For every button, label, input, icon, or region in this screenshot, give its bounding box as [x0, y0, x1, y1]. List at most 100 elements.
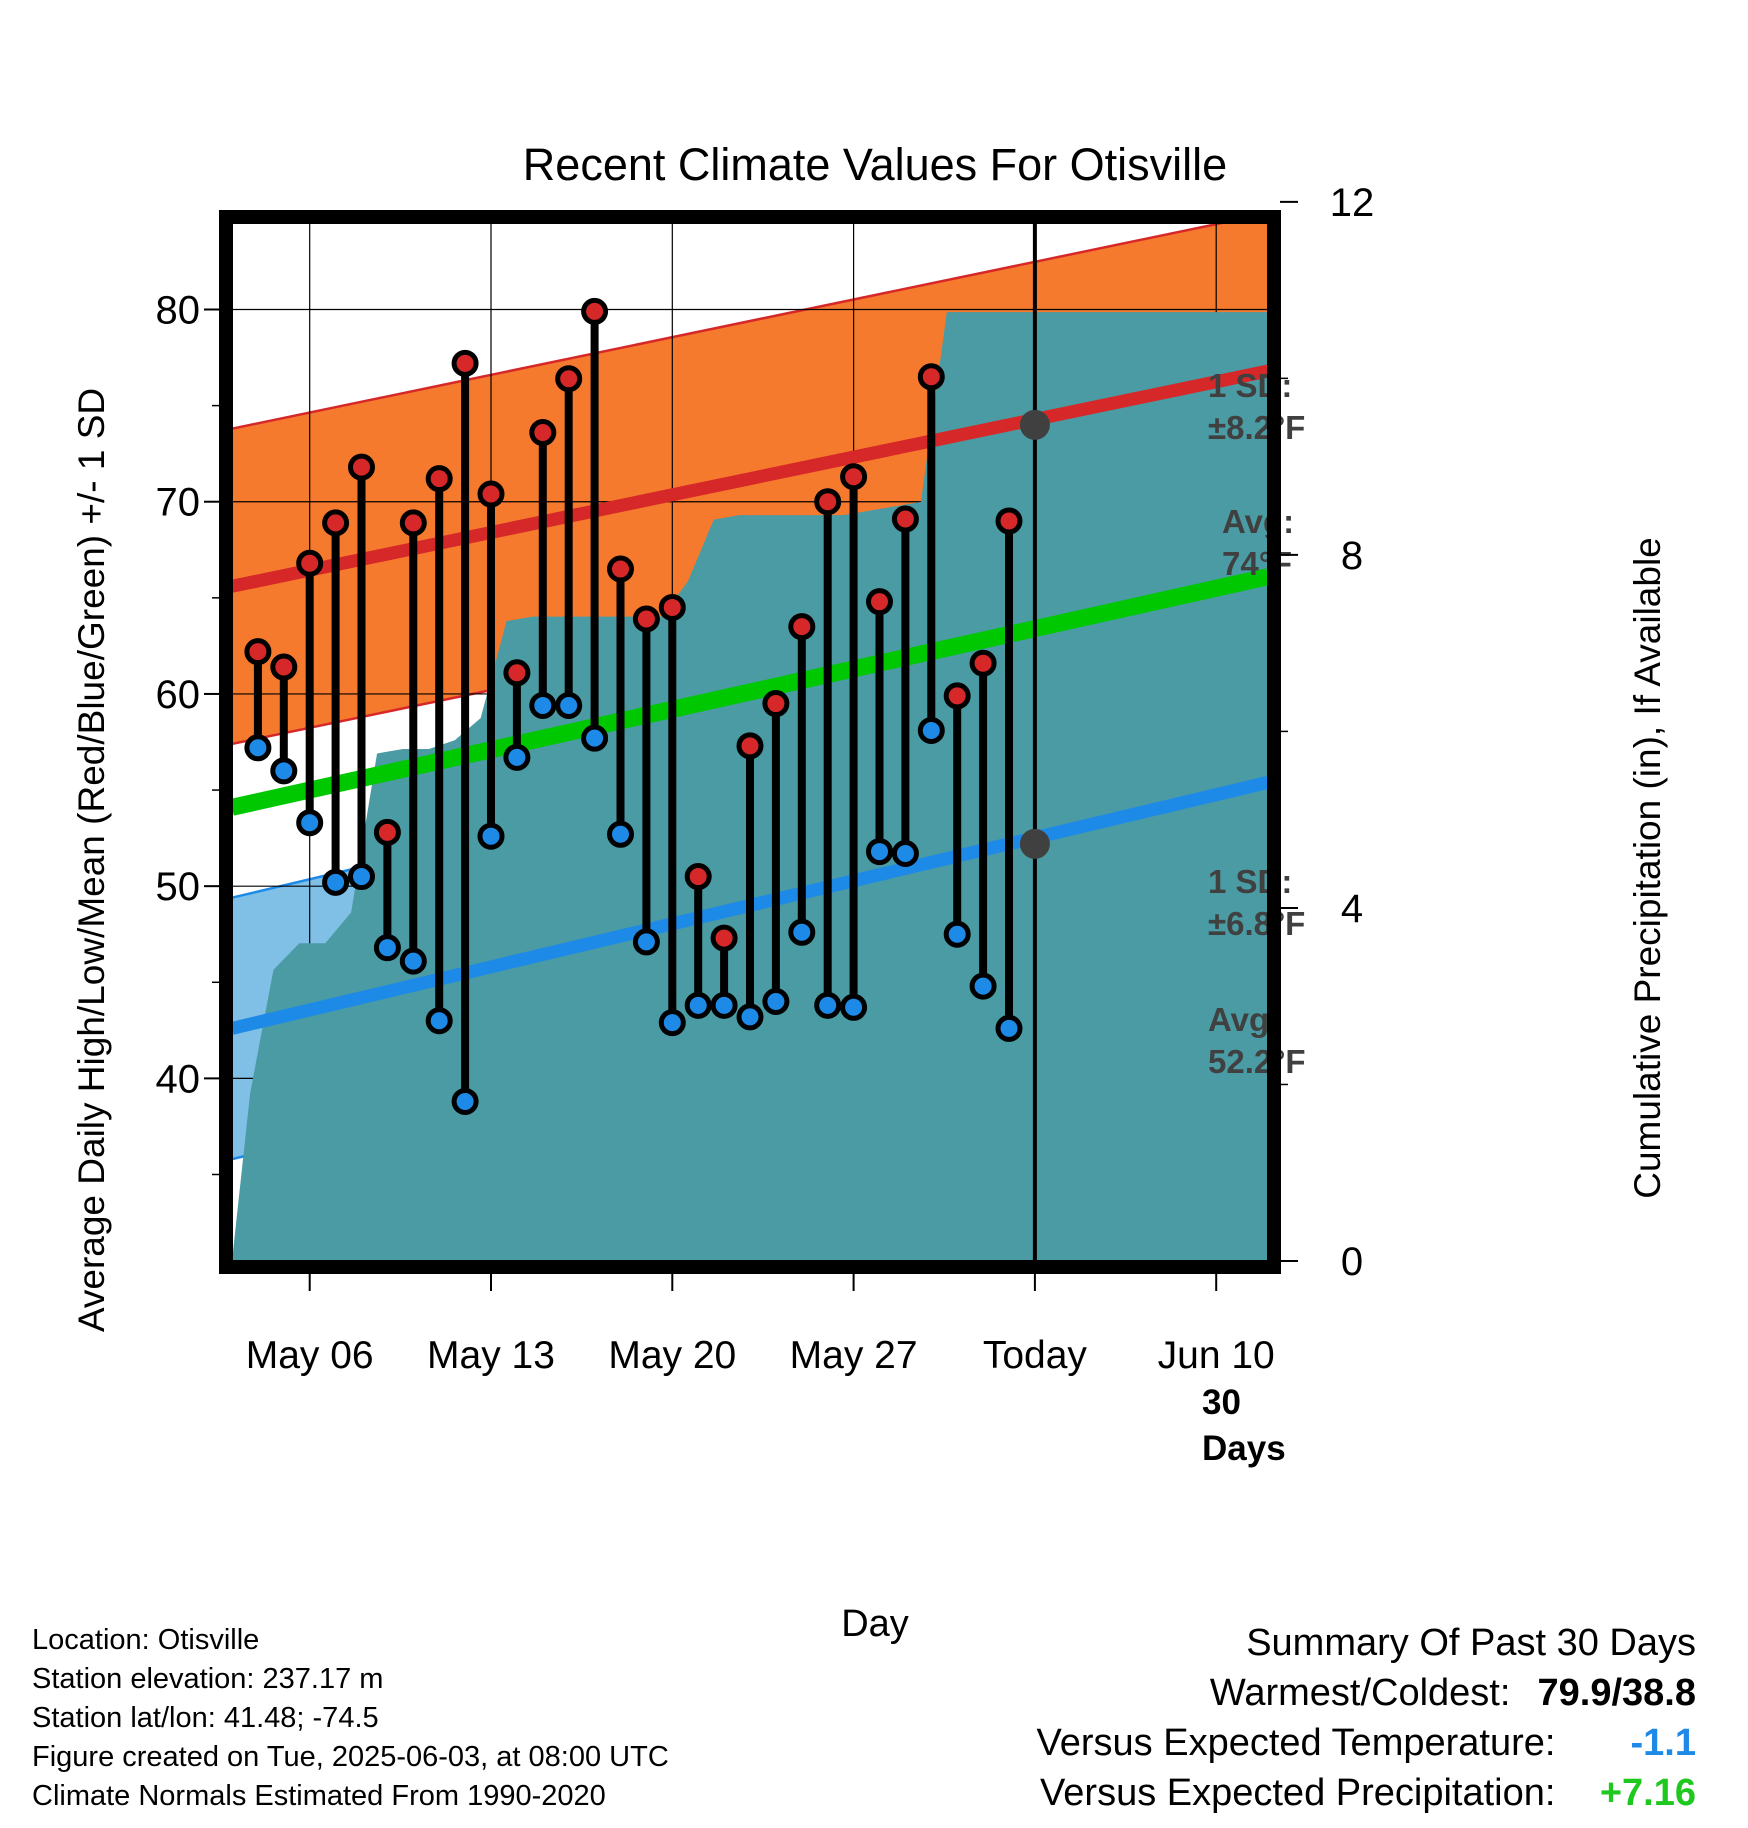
temp-value: -1.1 [1630, 1722, 1696, 1764]
x-tick-label: Jun 10 [1158, 1334, 1275, 1377]
daily-low-point [399, 947, 427, 975]
x-axis-label: Day [841, 1603, 909, 1645]
chart-title: Recent Climate Values For Otisville [523, 139, 1227, 190]
daily-low-point [736, 1003, 764, 1031]
daily-low-point [581, 724, 609, 752]
warm-cold-label: Warmest/Coldest: [1209, 1672, 1511, 1714]
daily-high-point [581, 297, 609, 325]
y-axis-label: Average Daily High/Low/Mean (Red/Blue/Gr… [71, 388, 112, 1332]
elevation-text: Station elevation: 237.17 m [32, 1663, 384, 1695]
x-tick-label: May 06 [246, 1334, 374, 1377]
y-tick-label: 40 [156, 1057, 201, 1101]
x-tick-label: May 20 [608, 1334, 736, 1377]
summary-heading: Summary Of Past 30 Days [1246, 1622, 1696, 1664]
daily-low-point [503, 743, 531, 771]
daily-high-point [373, 818, 401, 846]
daily-high-point [684, 863, 712, 891]
daily-high-point [969, 649, 997, 677]
daily-high-point [451, 349, 479, 377]
summary-warm-cold: Warmest/Coldest: 79.9/38.8 [1037, 1668, 1696, 1718]
daily-low-point [995, 1014, 1023, 1042]
daily-high-point [710, 924, 738, 952]
x-tick-label: May 13 [427, 1334, 555, 1377]
y2-tick-label: 8 [1341, 534, 1363, 578]
daily-high-point [270, 653, 298, 681]
temp-label: Versus Expected Temperature: [1036, 1722, 1556, 1764]
daily-low-point [451, 1087, 479, 1115]
daily-low-point [969, 972, 997, 1000]
daily-high-point [425, 465, 453, 493]
summary-panel: Summary Of Past 30 Days Warmest/Coldest:… [1037, 1618, 1696, 1818]
summary-temp: Versus Expected Temperature: -1.1 [1037, 1718, 1696, 1768]
daily-low-point [891, 839, 919, 867]
daily-low-point [762, 988, 790, 1015]
daily-low-point [943, 920, 971, 948]
daily-high-point [995, 507, 1023, 535]
precip-label: Versus Expected Precipitation: [1040, 1772, 1556, 1814]
latlon-text: Station lat/lon: 41.48; -74.5 [32, 1702, 379, 1734]
daily-high-point [762, 690, 790, 718]
y-tick-label: 50 [156, 865, 201, 909]
precip-value: +7.16 [1599, 1772, 1696, 1814]
y2-tick-label: 0 [1341, 1240, 1363, 1284]
daily-low-point [684, 991, 712, 1019]
daily-high-point [477, 480, 505, 508]
daily-high-point [814, 488, 842, 516]
daily-high-point [244, 638, 272, 666]
location-text: Location: Otisville [32, 1624, 260, 1656]
plot-border [219, 210, 1281, 1274]
daily-low-point [296, 809, 324, 837]
daily-low-point [788, 918, 816, 946]
axes: 40 50 60 70 80 0 4 8 12 May 06 May 13 May 20 May 27 T… [156, 181, 1375, 1377]
daily-low-point [348, 863, 375, 891]
avg-low-marker [1019, 828, 1050, 859]
avg-markers [1019, 223, 1050, 1261]
daily-low-point [658, 1009, 686, 1037]
daily-high-point [943, 682, 971, 710]
y2-tick-label: 12 [1330, 181, 1375, 225]
station-info: Location: Otisville Station elevation: 2… [32, 1621, 669, 1816]
daily-low-point [632, 928, 660, 956]
daily-high-point [788, 613, 816, 641]
daily-low-point [607, 820, 634, 848]
daily-low-point [917, 716, 945, 744]
normal-high-line [230, 364, 1270, 593]
normal-mean-line [230, 568, 1270, 816]
daily-low-point [373, 934, 401, 962]
daily-range-bars [244, 297, 1023, 1115]
plot-frame [219, 210, 1281, 1274]
daily-low-point [425, 1007, 453, 1035]
daily-high-point [503, 659, 531, 687]
daily-high-point [840, 463, 868, 491]
daily-low-point [322, 868, 350, 896]
daily-high-point [555, 365, 583, 393]
y-tick-label: 80 [156, 289, 201, 333]
daily-high-point [658, 593, 686, 621]
daily-high-point [736, 732, 764, 760]
y2-tick-label: 4 [1341, 887, 1363, 931]
summary-precip: Versus Expected Precipitation: +7.16 [1037, 1768, 1696, 1818]
daily-low-point [866, 838, 893, 866]
daily-low-point [270, 757, 298, 785]
daily-low-point [244, 734, 272, 762]
daily-low-point [529, 691, 557, 719]
daily-high-point [632, 605, 660, 633]
daily-low-point [477, 822, 505, 850]
daily-high-point [322, 509, 350, 537]
daily-high-point [529, 419, 557, 447]
x-tick-label: May 27 [790, 1334, 918, 1377]
y2-axis-label: Cumulative Precipitation (in), If Availa… [1627, 537, 1668, 1199]
daily-high-point [399, 509, 427, 537]
daily-high-point [891, 505, 919, 533]
daily-high-point [607, 555, 634, 583]
normals-text: Climate Normals Estimated From 1990-2020 [32, 1780, 606, 1812]
daily-high-point [917, 363, 945, 391]
created-text: Figure created on Tue, 2025-06-03, at 08… [32, 1741, 669, 1773]
daily-low-point [555, 691, 583, 719]
daily-high-point [296, 549, 324, 577]
avg-high-marker [1019, 409, 1050, 440]
daily-low-point [840, 993, 868, 1021]
y-tick-label: 60 [156, 673, 201, 717]
daily-high-point [866, 588, 893, 616]
